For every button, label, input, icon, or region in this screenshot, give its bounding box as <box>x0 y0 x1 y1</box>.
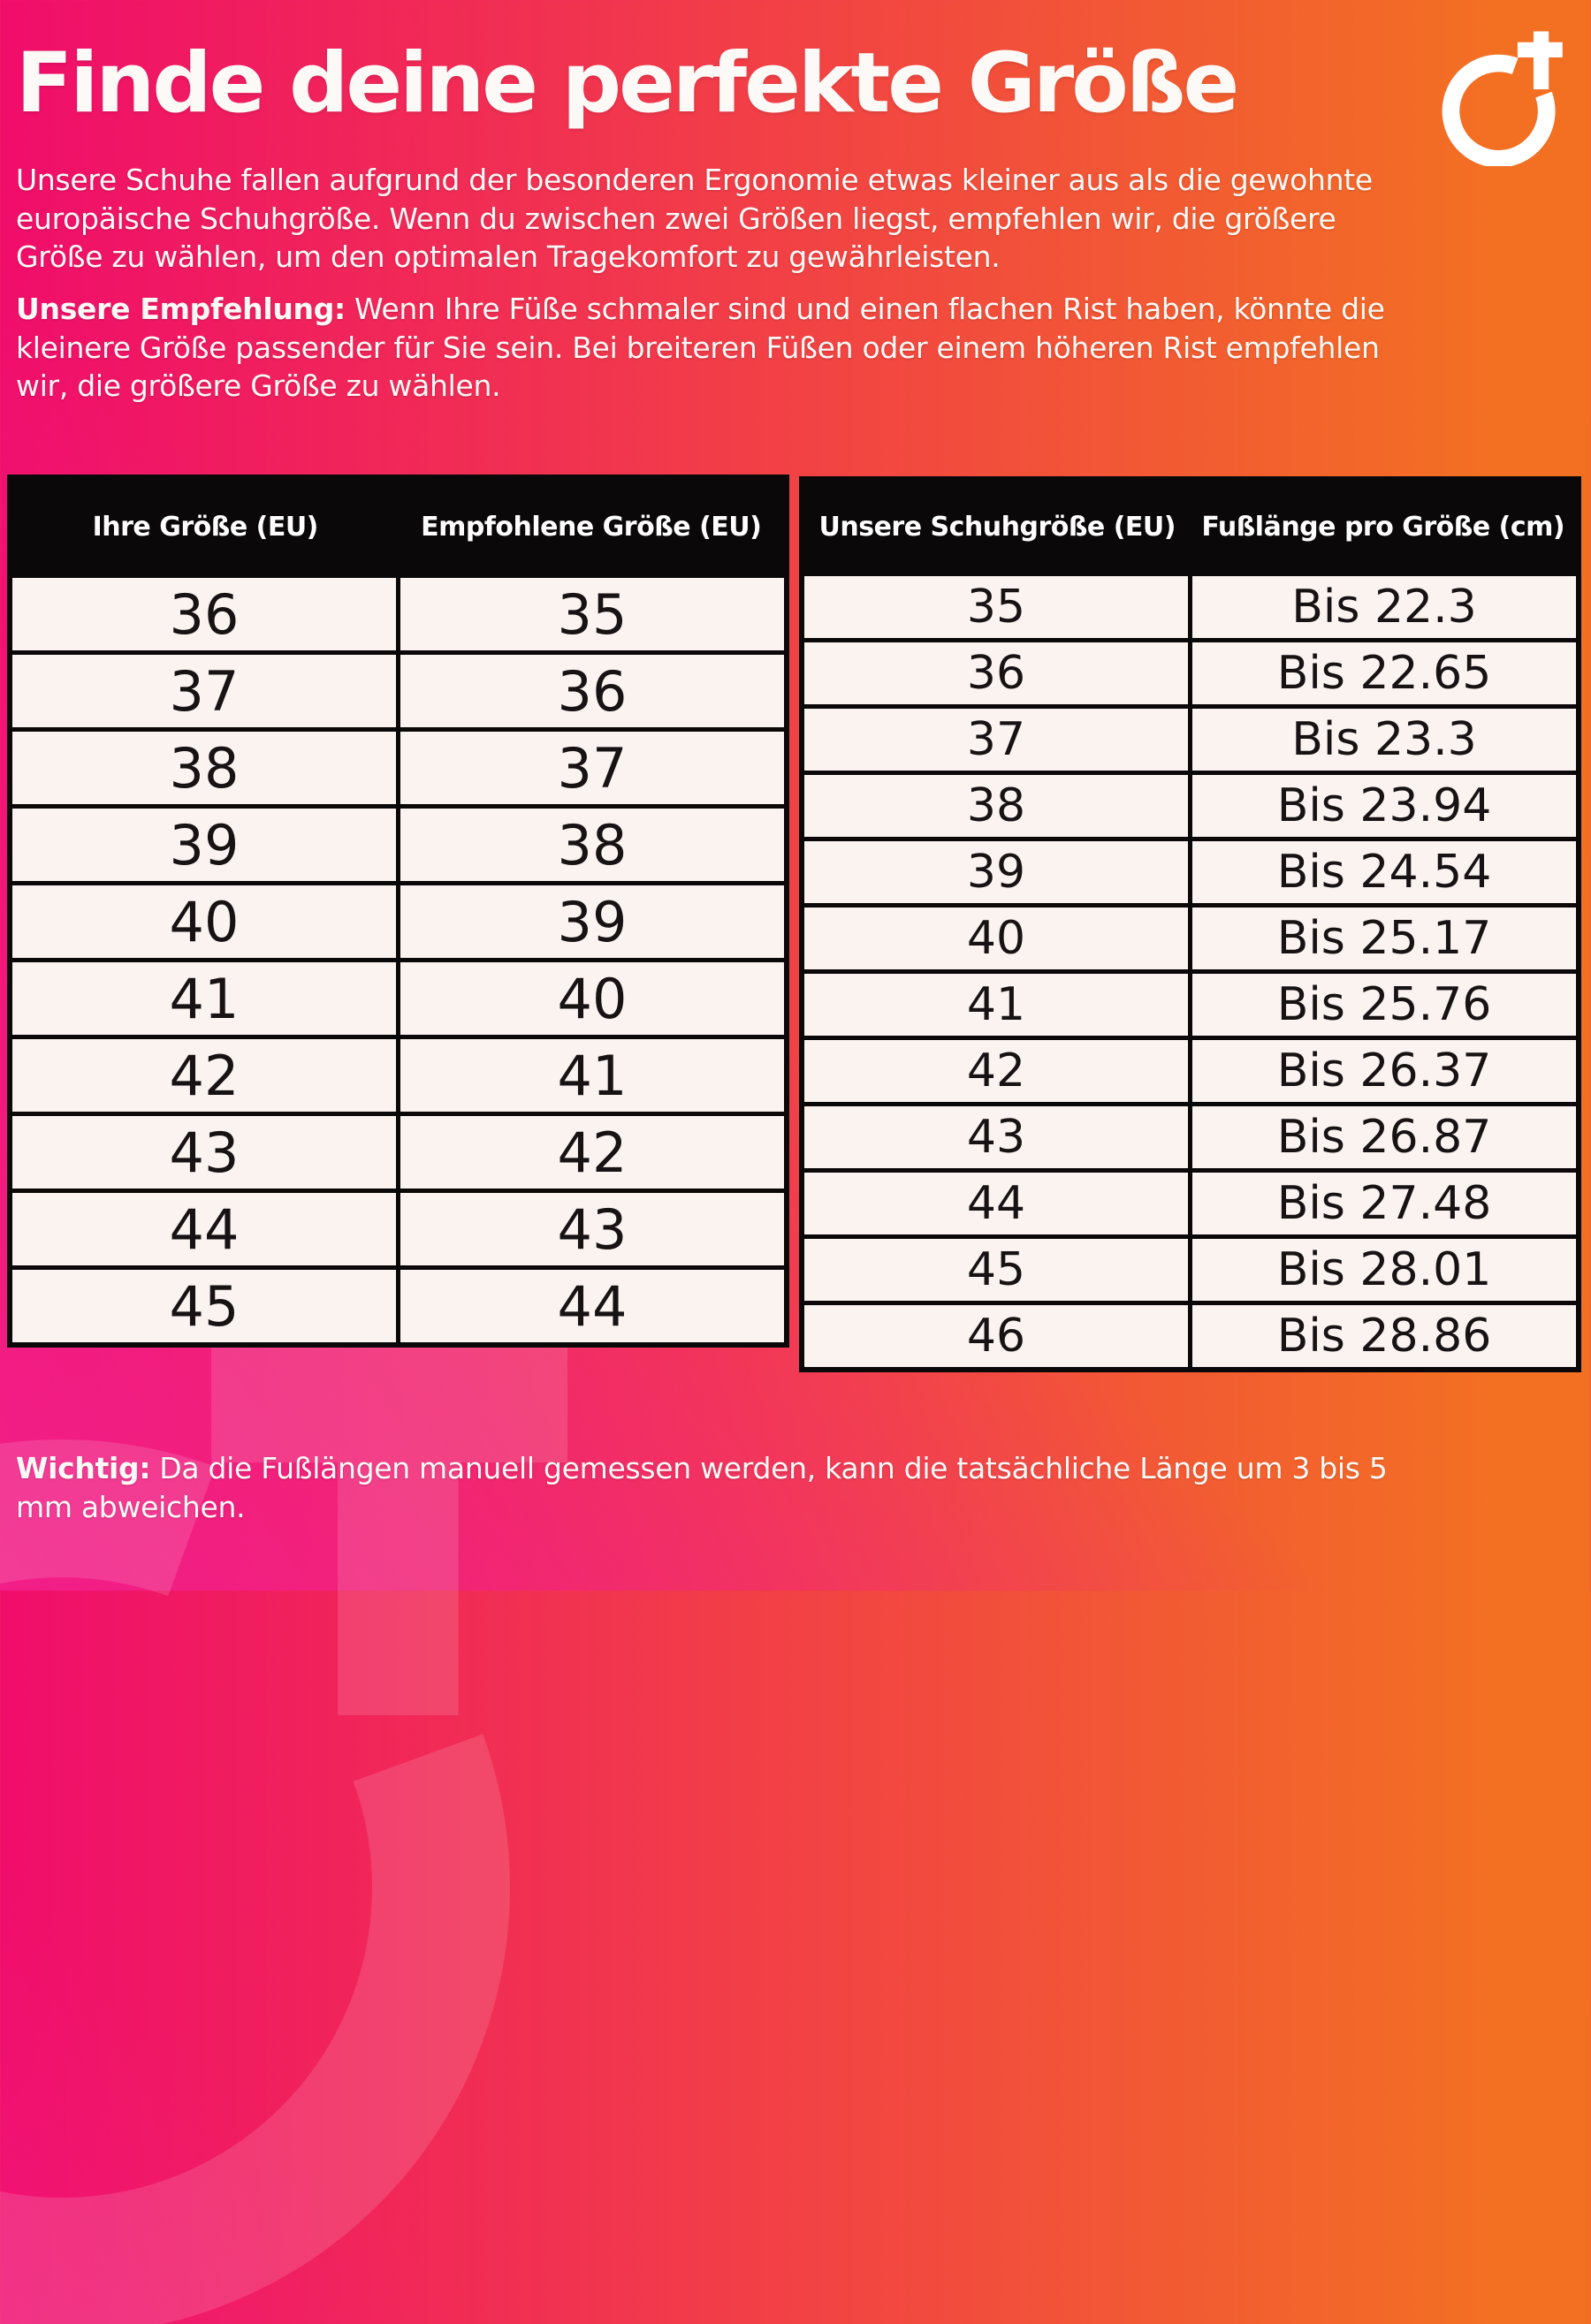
table-row: 38 37 <box>12 727 784 804</box>
table-cell: 37 <box>804 709 1188 771</box>
table-cell: Bis 26.37 <box>1188 1040 1576 1102</box>
table-cell: 36 <box>396 655 784 727</box>
table-cell: 42 <box>396 1116 784 1189</box>
table-cell: Bis 27.48 <box>1188 1173 1576 1234</box>
table-row: 45 Bis 28.01 <box>804 1234 1576 1301</box>
table-cell: 42 <box>12 1039 396 1112</box>
column-header-shoe-size: Unsere Schuhgröße (EU) <box>818 511 1176 543</box>
table-cell: 41 <box>804 974 1188 1036</box>
table-row: 44 Bis 27.48 <box>804 1168 1576 1234</box>
table-cell: Bis 22.65 <box>1188 642 1576 704</box>
table-cell: 45 <box>12 1270 396 1342</box>
intro-text: Unsere Schuhe fallen aufgrund der besond… <box>16 163 1373 275</box>
table-cell: 44 <box>12 1193 396 1265</box>
table-row: 39 38 <box>12 804 784 881</box>
table-row: 45 44 <box>12 1265 784 1342</box>
table-body: 35 Bis 22.3 36 Bis 22.65 37 Bis 23.3 38 Bis 23.… <box>804 572 1576 1367</box>
table-row: 37 Bis 23.3 <box>804 704 1576 771</box>
table-cell: Bis 24.54 <box>1188 841 1576 903</box>
table-cell: 44 <box>804 1173 1188 1234</box>
table-cell: 39 <box>396 885 784 958</box>
table-row: 39 Bis 24.54 <box>804 837 1576 903</box>
table-cell: 42 <box>804 1040 1188 1102</box>
table-cell: 45 <box>804 1239 1188 1301</box>
table-cell: Bis 25.17 <box>1188 908 1576 969</box>
table-row: 43 42 <box>12 1112 784 1189</box>
table-cell: 46 <box>804 1305 1188 1367</box>
table-row: 42 41 <box>12 1035 784 1112</box>
table-cell: Bis 28.86 <box>1188 1305 1576 1367</box>
table-cell: Bis 23.3 <box>1188 709 1576 771</box>
recommendation-label: Unsere Empfehlung: <box>16 292 346 326</box>
column-header-foot-length: Fußlänge pro Größe (cm) <box>1201 511 1565 543</box>
table-cell: 39 <box>12 809 396 881</box>
table-row: 42 Bis 26.37 <box>804 1036 1576 1102</box>
table-header-row: Ihre Größe (EU) Empfohlene Größe (EU) <box>12 480 784 573</box>
table-cell: 43 <box>804 1106 1188 1168</box>
table-cell: 38 <box>396 809 784 881</box>
table-cell: 40 <box>804 908 1188 969</box>
table-row: 35 Bis 22.3 <box>804 572 1576 638</box>
foot-length-table: Unsere Schuhgröße (EU) Fußlänge pro Größ… <box>799 476 1581 1372</box>
table-row: 40 Bis 25.17 <box>804 903 1576 969</box>
table-cell: Bis 23.94 <box>1188 775 1576 837</box>
table-cell: 41 <box>12 962 396 1035</box>
table-row: 43 Bis 26.87 <box>804 1102 1576 1168</box>
table-row: 46 Bis 28.86 <box>804 1301 1576 1367</box>
table-cell: 40 <box>396 962 784 1035</box>
table-row: 36 Bis 22.65 <box>804 638 1576 704</box>
table-cell: Bis 22.3 <box>1188 576 1576 638</box>
table-header-row: Unsere Schuhgröße (EU) Fußlänge pro Größ… <box>804 482 1576 572</box>
table-row: 37 36 <box>12 650 784 727</box>
page-title: Finde deine perfekte Größe <box>16 35 1239 132</box>
column-header-your-size: Ihre Größe (EU) <box>92 511 319 543</box>
brand-logo-circle-plus-icon <box>1442 31 1563 166</box>
recommendation-body: Wenn Ihre Füße schmaler sind und einen f… <box>16 292 1385 404</box>
table-cell: 43 <box>12 1116 396 1189</box>
footnote-label: Wichtig: <box>16 1451 151 1485</box>
table-cell: 36 <box>12 578 396 650</box>
size-recommendation-table: Ihre Größe (EU) Empfohlene Größe (EU) 36… <box>7 475 789 1348</box>
recommendation-text: Unsere Empfehlung: Wenn Ihre Füße schmale… <box>16 290 1439 406</box>
table-cell: 41 <box>396 1039 784 1112</box>
table-cell: 38 <box>804 775 1188 837</box>
table-row: 41 40 <box>12 958 784 1035</box>
table-cell: 38 <box>12 732 396 804</box>
table-cell: Bis 25.76 <box>1188 974 1576 1036</box>
column-header-recommended-size: Empfohlene Größe (EU) <box>421 511 762 543</box>
brand-watermark-icon <box>0 1256 567 2324</box>
footnote: Wichtig: Da die Fußlängen manuell gemesse… <box>16 1449 1430 1526</box>
footnote-body: Da die Fußlängen manuell gemessen werden… <box>16 1451 1388 1524</box>
table-cell: 35 <box>804 576 1188 638</box>
table-cell: 43 <box>396 1193 784 1265</box>
table-cell: Bis 28.01 <box>1188 1239 1576 1301</box>
table-cell: 37 <box>396 732 784 804</box>
size-guide-infographic: Finde deine perfekte Größe Unsere Schuhe… <box>7 31 1581 1526</box>
table-body: 36 35 37 36 38 37 39 38 40 39 41 40 42 41 43 42 44 43 45 44 <box>12 573 784 1342</box>
table-row: 40 39 <box>12 881 784 958</box>
table-row: 38 Bis 23.94 <box>804 771 1576 837</box>
table-cell: Bis 26.87 <box>1188 1106 1576 1168</box>
table-row: 44 43 <box>12 1189 784 1265</box>
table-cell: 35 <box>396 578 784 650</box>
table-row: 36 35 <box>12 573 784 650</box>
table-cell: 36 <box>804 642 1188 704</box>
table-row: 41 Bis 25.76 <box>804 969 1576 1036</box>
table-cell: 44 <box>396 1270 784 1342</box>
table-cell: 39 <box>804 841 1188 903</box>
table-cell: 37 <box>12 655 396 727</box>
table-cell: 40 <box>12 885 396 958</box>
